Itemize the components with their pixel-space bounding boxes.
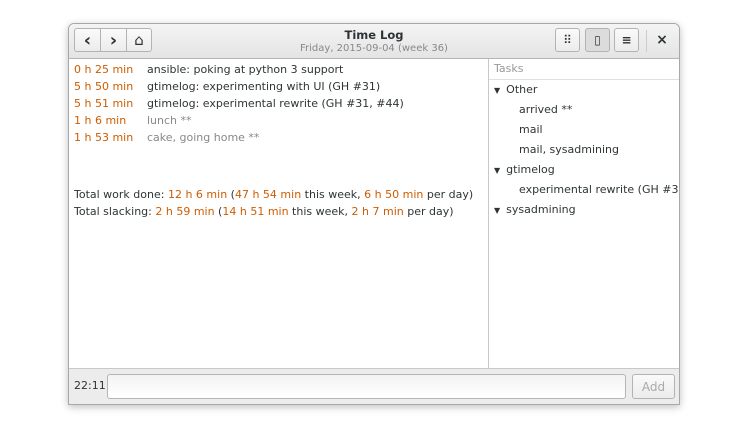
forward-button[interactable]: ›: [100, 28, 127, 52]
value: 6 h 50 min: [364, 188, 424, 201]
task-group-name: gtimelog: [506, 163, 555, 176]
grid-icon: ⠿: [563, 33, 572, 47]
entry-input[interactable]: [107, 374, 626, 399]
entry-duration: 5 h 50 min: [74, 80, 134, 93]
task-group[interactable]: ▼ sysadmining: [494, 200, 576, 220]
text: per day): [423, 188, 474, 201]
log-view[interactable]: 0 h 25 min ansible: poking at python 3 su…: [69, 59, 489, 369]
chevron-left-icon: ‹: [83, 29, 92, 51]
book-icon: ▯: [594, 33, 601, 47]
value: 2 h 7 min: [351, 205, 404, 218]
footer-bar: 22:11 Add: [69, 368, 679, 404]
close-icon: ×: [656, 32, 668, 48]
chevron-right-icon: ›: [109, 29, 118, 51]
tasks-header[interactable]: Tasks: [489, 59, 679, 80]
expander-icon[interactable]: ▼: [494, 86, 501, 95]
entry-duration: 0 h 25 min: [74, 63, 134, 76]
text: this week,: [301, 188, 365, 201]
expander-icon[interactable]: ▼: [494, 166, 501, 175]
menu-button[interactable]: ≡: [614, 28, 639, 52]
value: 2 h 59 min: [155, 205, 215, 218]
task-item[interactable]: mail: [519, 123, 543, 136]
text: (: [227, 188, 235, 201]
close-button[interactable]: ×: [651, 28, 673, 52]
entry-task: cake, going home **: [147, 131, 260, 144]
label: Total slacking:: [74, 205, 156, 218]
back-button[interactable]: ‹: [74, 28, 101, 52]
entry-duration: 1 h 53 min: [74, 131, 134, 144]
label: Total work done:: [74, 188, 168, 201]
menu-icon: ≡: [621, 33, 632, 47]
value: 14 h 51 min: [222, 205, 289, 218]
entry-task: ansible: poking at python 3 support: [147, 63, 344, 76]
entry-task: gtimelog: experimental rewrite (GH #31, …: [147, 97, 404, 110]
home-icon: ⌂: [134, 31, 144, 49]
time-log-window: ‹ › ⌂ Time Log Friday, 2015-09-04 (week …: [68, 23, 680, 405]
task-item[interactable]: experimental rewrite (GH #31): [519, 183, 680, 196]
text: per day): [403, 205, 454, 218]
window-subtitle: Friday, 2015-09-04 (week 36): [300, 43, 448, 54]
task-group-name: Other: [506, 83, 538, 96]
task-group[interactable]: ▼ Other: [494, 80, 537, 100]
home-button[interactable]: ⌂: [126, 28, 152, 52]
task-item[interactable]: arrived **: [519, 103, 573, 116]
task-group-name: sysadmining: [506, 203, 576, 216]
task-list[interactable]: Tasks ▼ Other arrived ** mail mail, sysadmin…: [489, 59, 679, 369]
entry-task: lunch **: [147, 114, 192, 127]
task-pane-toggle[interactable]: ▯: [585, 28, 610, 52]
view-grid-button[interactable]: ⠿: [555, 28, 580, 52]
entry-duration: 1 h 6 min: [74, 114, 127, 127]
value: 12 h 6 min: [167, 188, 228, 201]
task-group[interactable]: ▼ gtimelog: [494, 160, 555, 180]
window-title: Time Log: [344, 28, 404, 42]
current-time: 22:11: [74, 379, 106, 392]
total-work: Total work done: 12 h 6 min (47 h 54 min…: [74, 186, 473, 203]
text: (: [214, 205, 223, 218]
value: 47 h 54 min: [234, 188, 302, 201]
separator: [646, 30, 647, 52]
entry-duration: 5 h 51 min: [74, 97, 134, 110]
task-item[interactable]: mail, sysadmining: [519, 143, 620, 156]
expander-icon[interactable]: ▼: [494, 206, 501, 215]
add-button[interactable]: Add: [632, 374, 675, 399]
header-bar: ‹ › ⌂ Time Log Friday, 2015-09-04 (week …: [69, 24, 679, 59]
entry-task: gtimelog: experimenting with UI (GH #31): [147, 80, 381, 93]
total-slacking: Total slacking: 2 h 59 min (14 h 51 min …: [74, 203, 454, 220]
text: this week,: [288, 205, 352, 218]
